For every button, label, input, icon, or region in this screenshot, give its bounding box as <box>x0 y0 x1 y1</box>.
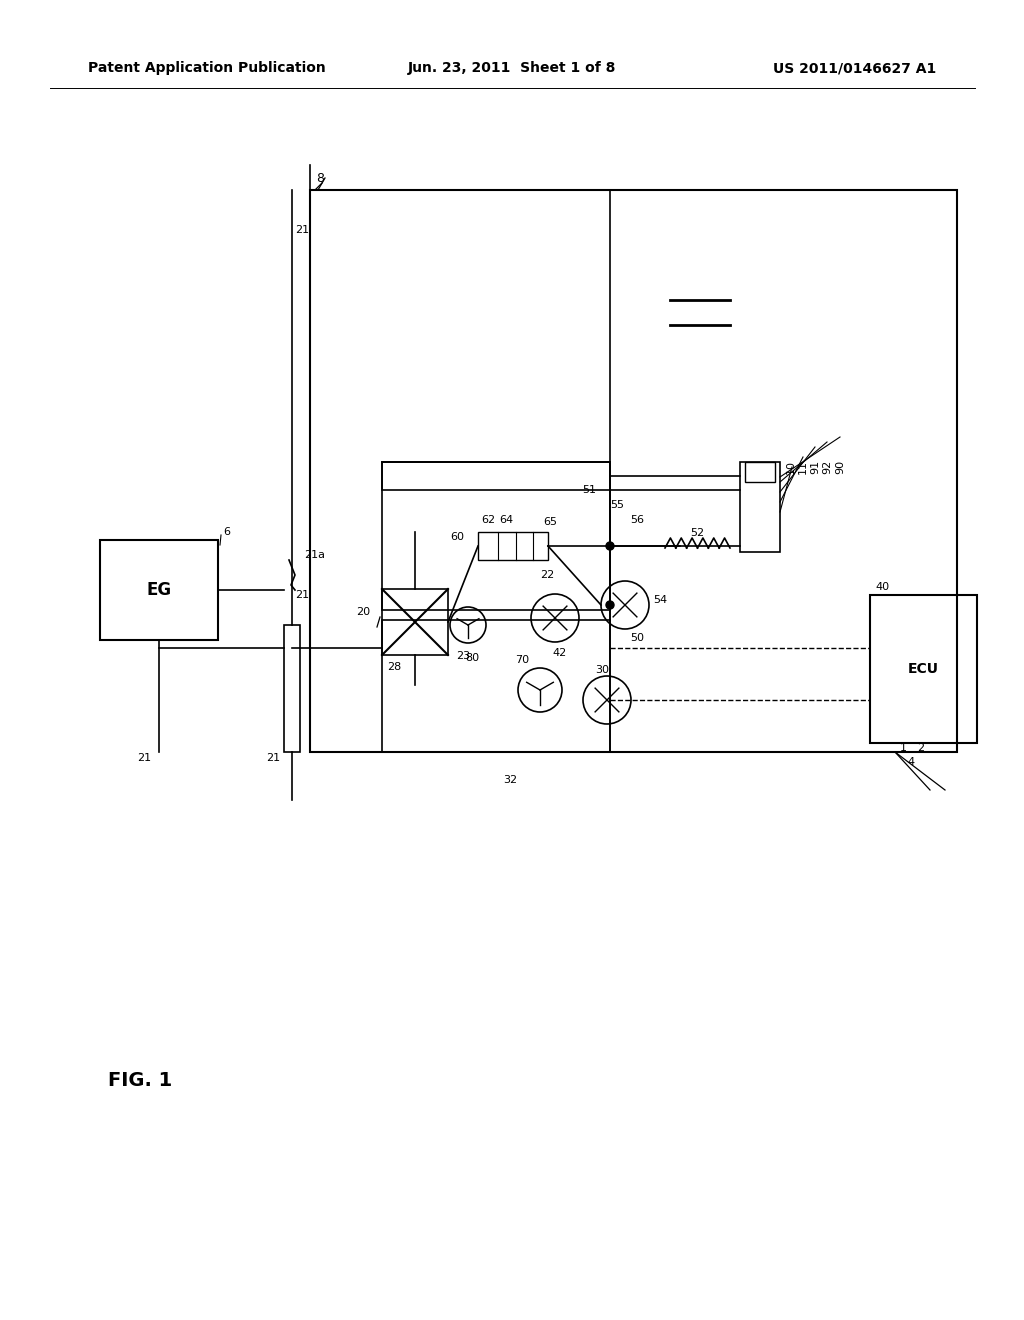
Text: 51: 51 <box>582 484 596 495</box>
Text: 50: 50 <box>630 634 644 643</box>
Text: 1: 1 <box>900 743 907 752</box>
Text: 32: 32 <box>503 775 517 785</box>
Bar <box>870 595 977 743</box>
Text: 64: 64 <box>499 515 513 525</box>
Text: 60: 60 <box>450 532 464 543</box>
Text: Patent Application Publication: Patent Application Publication <box>88 61 326 75</box>
Circle shape <box>606 543 614 550</box>
Text: 22: 22 <box>540 570 554 579</box>
Text: 92: 92 <box>822 459 831 474</box>
Bar <box>745 462 775 482</box>
Bar <box>382 589 449 655</box>
Bar <box>382 462 610 610</box>
Text: 21: 21 <box>295 224 309 235</box>
Text: 11: 11 <box>798 459 808 474</box>
Text: 62: 62 <box>481 515 495 525</box>
Text: 8: 8 <box>316 172 324 185</box>
Bar <box>740 462 780 552</box>
Text: 2: 2 <box>918 743 924 752</box>
Text: 54: 54 <box>653 595 667 605</box>
Text: 28: 28 <box>387 663 401 672</box>
Circle shape <box>606 601 614 609</box>
Text: 56: 56 <box>630 515 644 525</box>
Text: 21a: 21a <box>304 550 325 560</box>
Text: 4: 4 <box>907 756 914 767</box>
Bar <box>284 624 300 752</box>
Bar <box>382 620 610 752</box>
Text: 90: 90 <box>835 459 845 474</box>
Text: 80: 80 <box>465 653 479 663</box>
Text: 42: 42 <box>553 648 567 657</box>
Text: EG: EG <box>146 581 172 599</box>
Text: 23: 23 <box>456 651 470 661</box>
Text: 21: 21 <box>137 752 151 763</box>
Text: US 2011/0146627 A1: US 2011/0146627 A1 <box>773 61 936 75</box>
Text: 55: 55 <box>610 500 624 510</box>
Bar <box>310 190 957 752</box>
Bar <box>382 462 610 490</box>
Text: 40: 40 <box>874 582 889 591</box>
Text: 65: 65 <box>543 517 557 527</box>
Text: 6: 6 <box>223 527 230 537</box>
Text: 20: 20 <box>356 607 370 616</box>
Text: 30: 30 <box>595 665 609 675</box>
Text: 21: 21 <box>295 590 309 601</box>
Text: ECU: ECU <box>908 663 939 676</box>
Text: 70: 70 <box>515 655 529 665</box>
Text: 52: 52 <box>690 528 705 539</box>
Bar <box>478 532 548 560</box>
Text: 21: 21 <box>266 752 280 763</box>
Text: FIG. 1: FIG. 1 <box>108 1071 172 1089</box>
Text: 10: 10 <box>786 459 796 474</box>
Bar <box>100 540 218 640</box>
Text: 91: 91 <box>810 459 820 474</box>
Text: Jun. 23, 2011  Sheet 1 of 8: Jun. 23, 2011 Sheet 1 of 8 <box>408 61 616 75</box>
